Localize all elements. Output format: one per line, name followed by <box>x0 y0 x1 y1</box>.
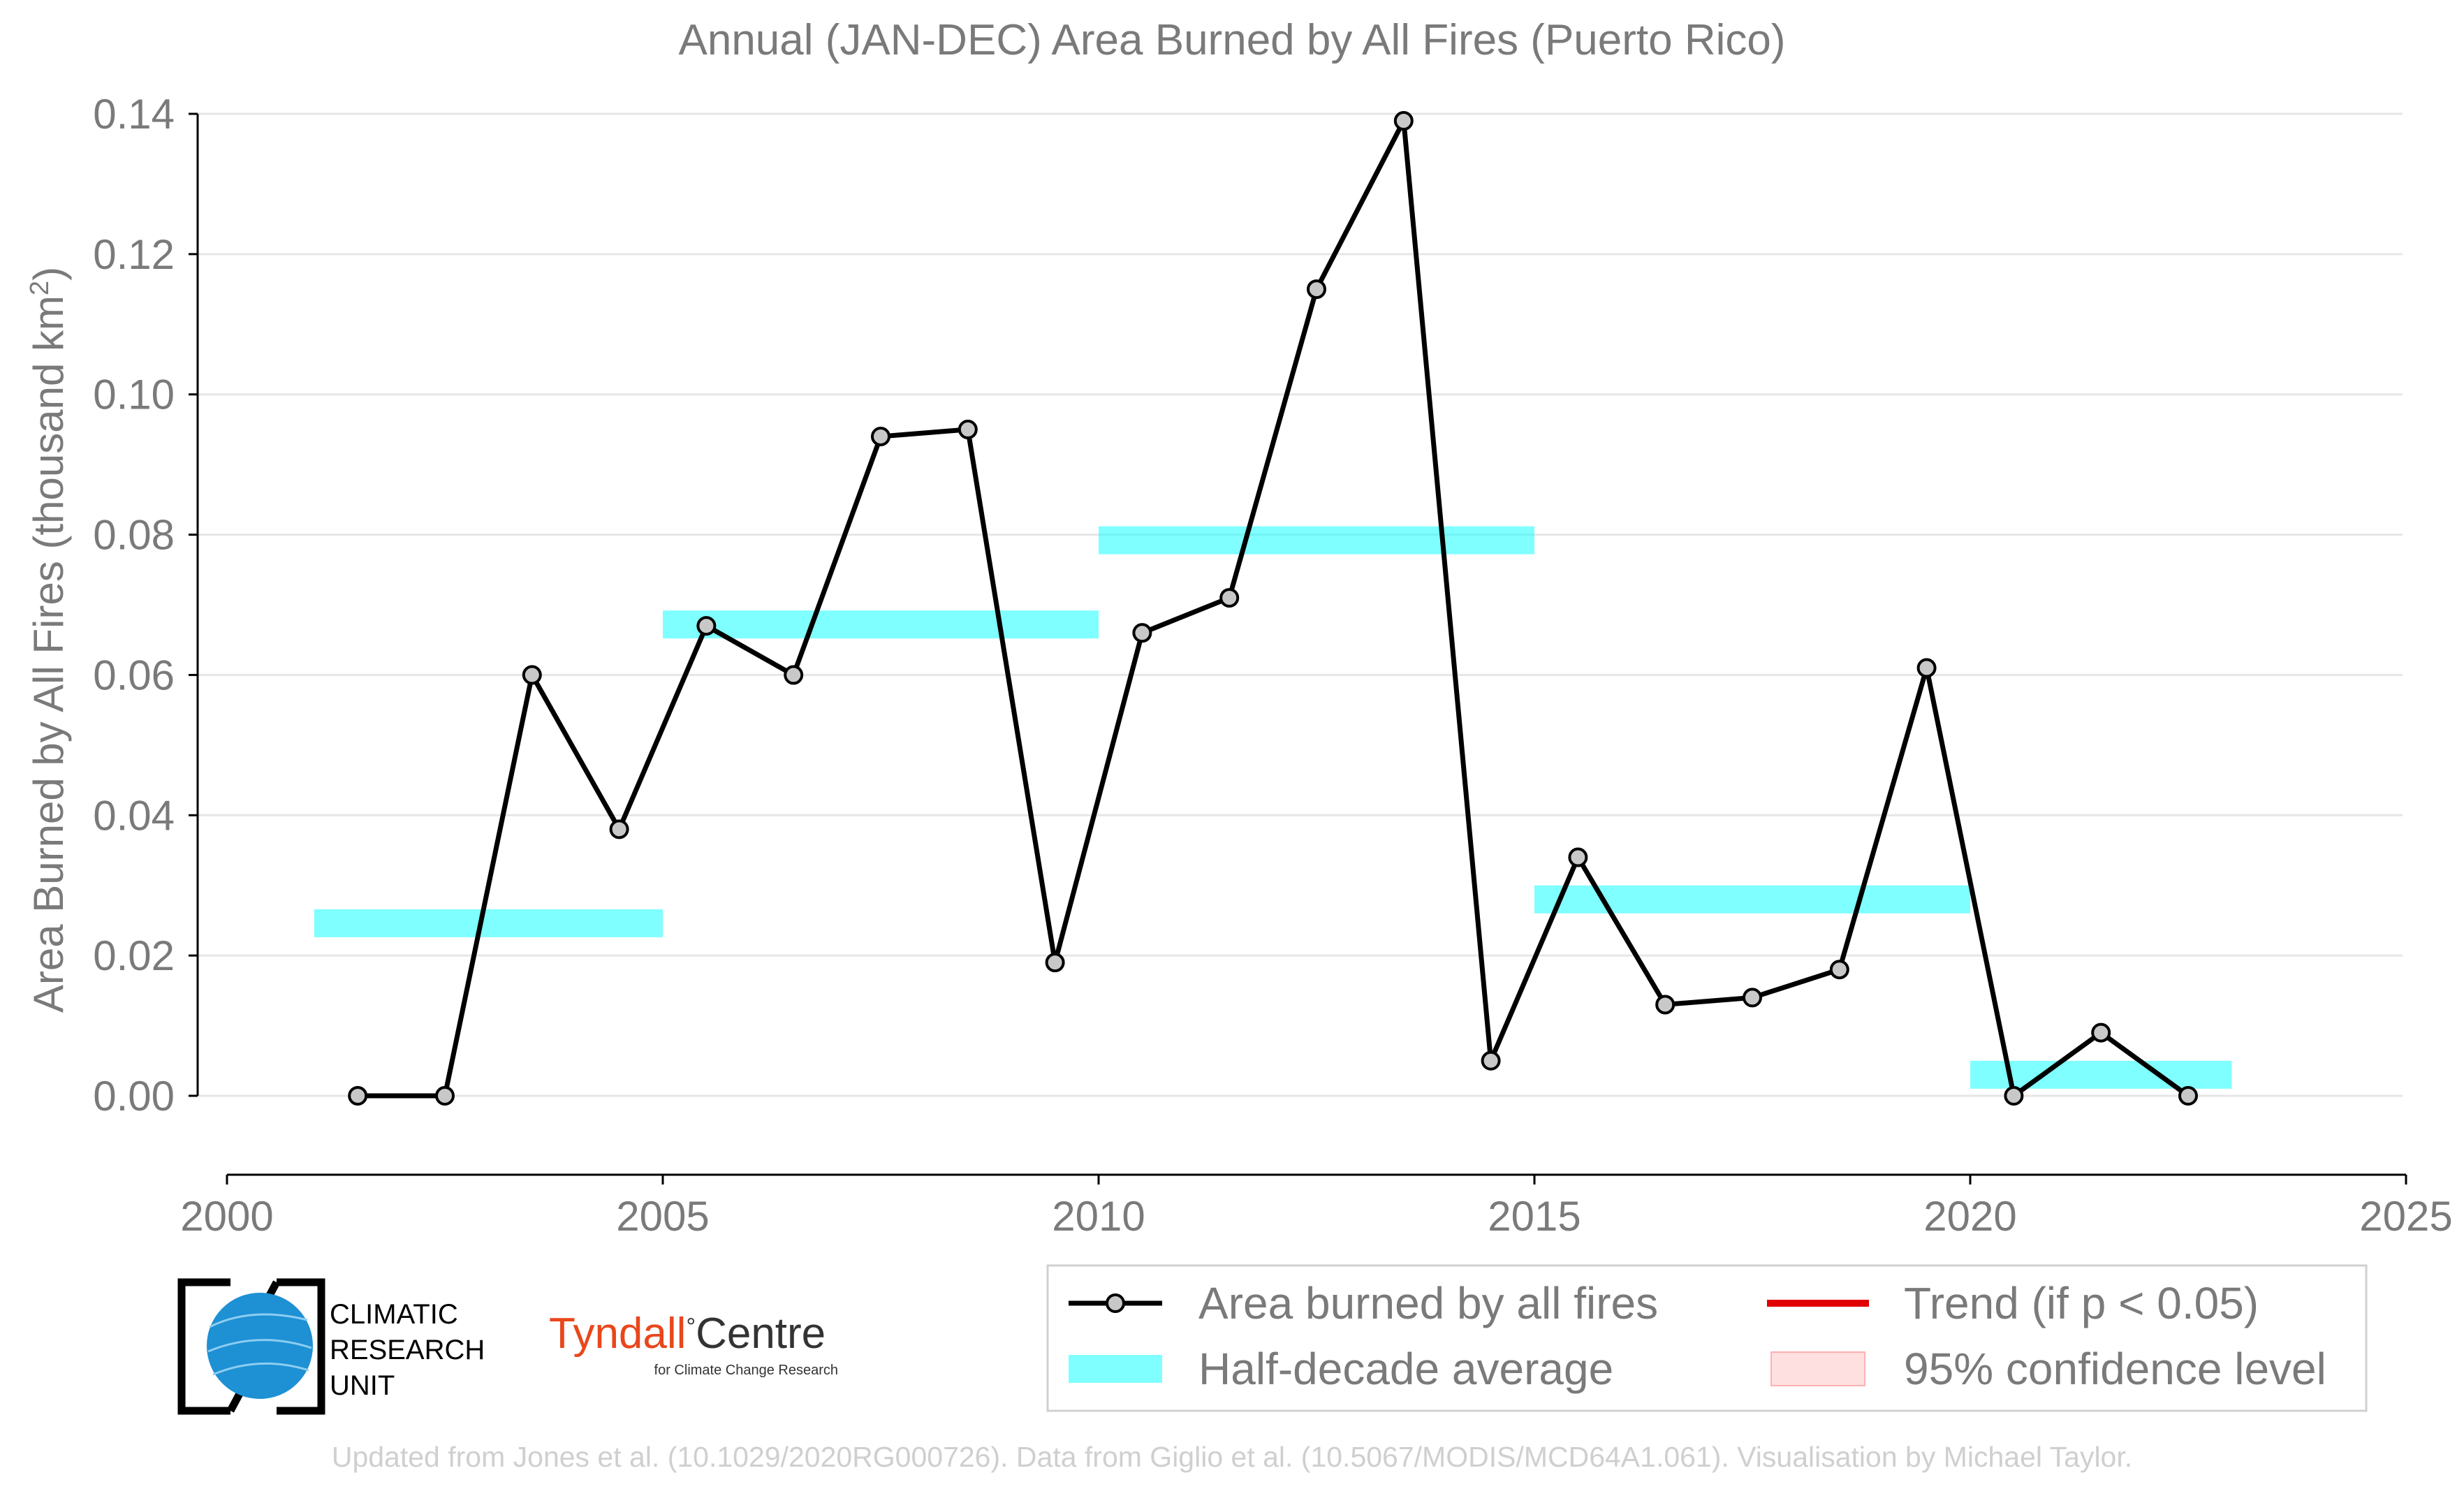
data-point-2018.5 <box>1829 960 1849 980</box>
chart-title: Annual (JAN-DEC) Area Burned by All Fire… <box>678 16 1785 64</box>
y-axis-label: Area Burned by All Fires (thousand km2) <box>25 267 72 1013</box>
gridlines <box>198 112 2403 1097</box>
y-tick-label-0: 0.00 <box>93 1073 175 1120</box>
data-point-2020.5 <box>2004 1086 2024 1106</box>
legend-box <box>1046 1264 2368 1412</box>
data-point-2014.5 <box>1481 1050 1501 1071</box>
data-point-2005.5 <box>696 616 717 636</box>
series-line <box>358 118 2190 1099</box>
cru-logo-line3: UNIT <box>330 1370 395 1401</box>
legend-swatch-confidence <box>1770 1351 1865 1386</box>
data-point-2008.5 <box>958 419 978 439</box>
cru-logo: CLIMATIC RESEARCH UNIT <box>177 1278 485 1415</box>
legend-label-trend: Trend (if p < 0.05) <box>1904 1278 2259 1328</box>
tyndall-logo: Tyndall°Centre for Climate Change Resear… <box>549 1310 838 1378</box>
data-point-2006.5 <box>784 665 804 685</box>
y-axis-label-sup: 2 <box>25 281 54 295</box>
data-point-2013.5 <box>1393 111 1414 131</box>
data-point-2011.5 <box>1219 587 1240 608</box>
tyndall-logo-red: Tyndall <box>549 1310 686 1358</box>
data-point-2003.5 <box>522 665 542 685</box>
data-point-2007.5 <box>871 426 890 446</box>
data-point-2010.5 <box>1132 623 1152 643</box>
x-tick-label-0: 2000 <box>180 1193 273 1240</box>
y-tick-label-7: 0.14 <box>93 91 175 138</box>
data-point-2015.5 <box>1568 847 1588 867</box>
x-tick-label-2: 2010 <box>1052 1193 1145 1240</box>
legend-label-area: Area burned by all fires <box>1198 1278 1658 1328</box>
cru-logo-line1: CLIMATIC <box>330 1299 458 1330</box>
globe-icon-swirl-3 <box>212 1362 309 1376</box>
data-point-2017.5 <box>1743 988 1762 1008</box>
y-tick-label-5: 0.10 <box>93 372 175 418</box>
x-tick-label-5: 2025 <box>2359 1193 2452 1240</box>
data-point-2002.5 <box>435 1086 455 1106</box>
half-decade-bands <box>314 526 2232 1089</box>
tyndall-logo-black: Centre <box>696 1310 826 1358</box>
half-decade-band-2 <box>1099 526 1534 555</box>
data-point-2004.5 <box>609 819 629 839</box>
y-tick-label-3: 0.06 <box>93 652 175 698</box>
globe-icon-swirl-2 <box>207 1339 312 1353</box>
y-tick-label-1: 0.02 <box>93 932 175 979</box>
globe-icon <box>207 1293 313 1399</box>
data-point-2001.5 <box>348 1086 368 1106</box>
legend-swatch-half-decade <box>1069 1355 1162 1383</box>
y-axis-label-end: ) <box>25 267 72 281</box>
y-tick-label-4: 0.08 <box>93 512 175 559</box>
legend-label-confidence: 95% confidence level <box>1904 1344 2326 1394</box>
tyndall-logo-title: Tyndall°Centre <box>549 1310 826 1358</box>
y-axis-ticks: 0.00 0.02 0.04 0.06 0.08 0.10 0.12 0.14 <box>93 91 198 1120</box>
half-decade-band-0 <box>314 909 663 937</box>
x-tick-label-3: 2015 <box>1488 1193 1581 1240</box>
data-point-2019.5 <box>1916 658 1937 678</box>
y-tick-label-2: 0.04 <box>93 792 175 839</box>
half-decade-band-1 <box>663 610 1099 639</box>
y-axis-label-main: Area Burned by All Fires (thousand km <box>25 295 72 1013</box>
data-point-2012.5 <box>1307 279 1326 300</box>
data-point-2021.5 <box>2091 1022 2111 1043</box>
legend-swatch-marker <box>1106 1293 1125 1313</box>
tyndall-logo-degree: ° <box>686 1314 696 1340</box>
x-tick-label-1: 2005 <box>616 1193 709 1240</box>
footer-credit: Updated from Jones et al. (10.1029/2020R… <box>332 1441 2132 1473</box>
legend-label-half-decade: Half-decade average <box>1198 1344 1613 1394</box>
globe-icon-swirl-1 <box>209 1313 308 1328</box>
x-tick-label-4: 2020 <box>1923 1193 2016 1240</box>
tyndall-logo-subtitle: for Climate Change Research <box>654 1363 838 1378</box>
data-point-2016.5 <box>1655 995 1675 1015</box>
data-point-2009.5 <box>1045 953 1065 973</box>
area-burned-series <box>348 111 2198 1106</box>
legend: Area burned by all fires Trend (if p < 0… <box>1046 1264 2368 1412</box>
data-point-2022.5 <box>2178 1086 2198 1106</box>
y-tick-label-6: 0.12 <box>93 231 175 278</box>
cru-logo-frame-right <box>277 1278 325 1415</box>
cru-logo-line2: RESEARCH <box>330 1335 485 1365</box>
cru-logo-frame <box>177 1278 230 1415</box>
x-axis-ticks: 2000 2005 2010 2015 2020 2025 <box>180 1175 2453 1240</box>
